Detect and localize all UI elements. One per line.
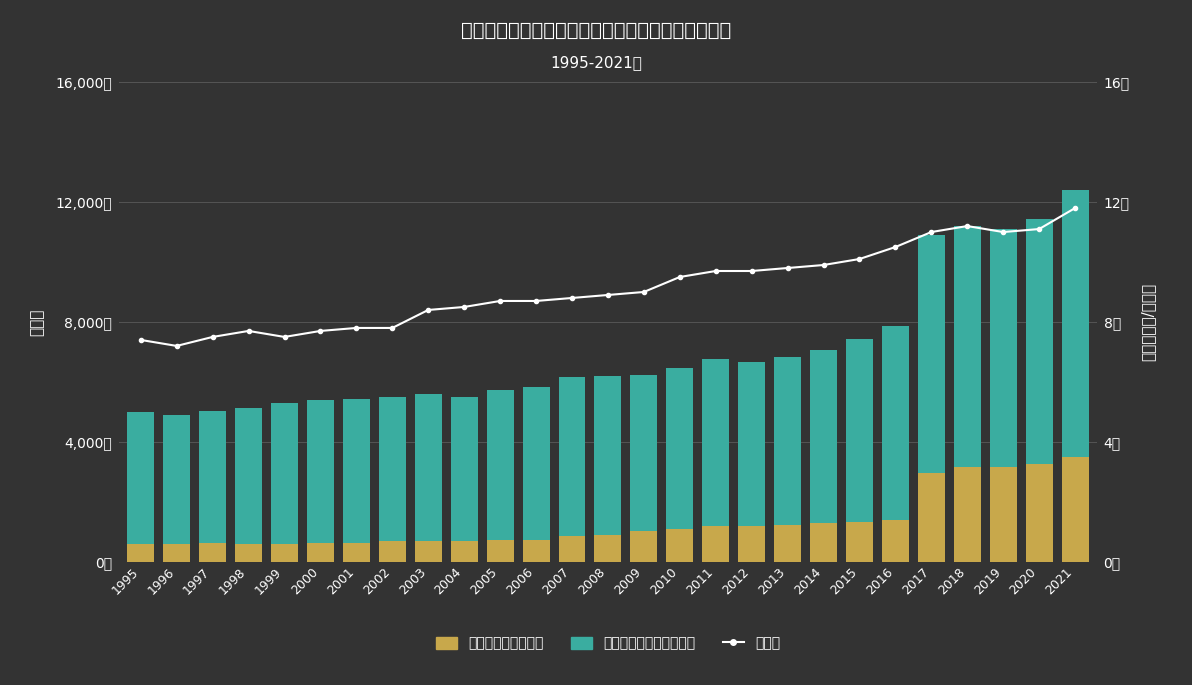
死亡率	[457, 303, 471, 311]
Bar	[271, 544, 298, 562]
Bar	[379, 541, 405, 562]
死亡率	[672, 273, 687, 281]
Bar	[846, 339, 873, 522]
Bar	[738, 526, 765, 562]
死亡率	[1032, 225, 1047, 233]
死亡率	[745, 267, 759, 275]
Bar	[128, 412, 154, 544]
Bar	[1062, 457, 1088, 562]
Bar	[954, 226, 981, 467]
Bar	[1025, 464, 1053, 562]
死亡率	[313, 327, 328, 335]
Bar	[235, 408, 262, 545]
Bar	[486, 390, 514, 540]
Bar	[666, 530, 694, 562]
Bar	[989, 229, 1017, 467]
Text: 皮膚・筋骨格系等の疾患が死因の死亡数の年次推移: 皮膚・筋骨格系等の疾患が死因の死亡数の年次推移	[461, 21, 731, 40]
Bar	[379, 397, 405, 541]
死亡率	[852, 255, 867, 263]
Y-axis label: 死亡率（人/千人）: 死亡率（人/千人）	[1141, 283, 1156, 361]
死亡率	[601, 291, 615, 299]
Bar	[559, 536, 585, 562]
死亡率	[817, 261, 831, 269]
Bar	[163, 545, 191, 562]
Bar	[846, 522, 873, 562]
Bar	[811, 523, 837, 562]
死亡率	[924, 228, 938, 236]
Bar	[1062, 190, 1088, 457]
死亡率	[708, 267, 722, 275]
死亡率	[349, 324, 364, 332]
Bar	[559, 377, 585, 536]
死亡率	[888, 243, 902, 251]
Bar	[343, 543, 370, 562]
Bar	[954, 467, 981, 562]
死亡率	[781, 264, 795, 272]
死亡率	[134, 336, 148, 344]
Text: 1995-2021年: 1995-2021年	[550, 55, 642, 70]
Bar	[271, 403, 298, 544]
Bar	[415, 541, 442, 562]
死亡率	[278, 333, 292, 341]
死亡率	[493, 297, 508, 305]
Bar	[918, 235, 945, 473]
Bar	[702, 526, 730, 562]
Bar	[774, 525, 801, 562]
Bar	[738, 362, 765, 526]
Y-axis label: 死亡数: 死亡数	[30, 308, 44, 336]
死亡率	[1068, 204, 1082, 212]
Line: 死亡率: 死亡率	[138, 206, 1078, 348]
Bar	[235, 545, 262, 562]
Bar	[343, 399, 370, 543]
Bar	[308, 400, 334, 543]
Bar	[308, 543, 334, 562]
死亡率	[205, 333, 219, 341]
Bar	[163, 415, 191, 545]
死亡率	[960, 222, 974, 230]
死亡率	[529, 297, 544, 305]
Bar	[774, 358, 801, 525]
Bar	[486, 540, 514, 562]
Bar	[882, 325, 908, 521]
Bar	[811, 349, 837, 523]
Bar	[199, 411, 226, 543]
Bar	[918, 473, 945, 562]
Bar	[522, 540, 550, 562]
死亡率	[169, 342, 184, 350]
Bar	[199, 543, 226, 562]
死亡率	[242, 327, 256, 335]
Bar	[666, 367, 694, 530]
Bar	[1025, 219, 1053, 464]
Bar	[989, 467, 1017, 562]
Bar	[882, 521, 908, 562]
Bar	[595, 377, 621, 536]
Bar	[451, 541, 478, 562]
Bar	[451, 397, 478, 541]
Bar	[522, 386, 550, 540]
Bar	[415, 394, 442, 541]
Bar	[631, 375, 657, 531]
死亡率	[385, 324, 399, 332]
死亡率	[997, 228, 1011, 236]
Bar	[595, 536, 621, 562]
Legend: 皮膚・皮下組織疾患, 筋骨格系・結合組織疾患, 死亡率: 皮膚・皮下組織疾患, 筋骨格系・結合組織疾患, 死亡率	[436, 636, 780, 651]
Bar	[702, 358, 730, 526]
死亡率	[637, 288, 651, 296]
Bar	[128, 544, 154, 562]
死亡率	[421, 306, 435, 314]
Bar	[631, 531, 657, 562]
死亡率	[565, 294, 579, 302]
